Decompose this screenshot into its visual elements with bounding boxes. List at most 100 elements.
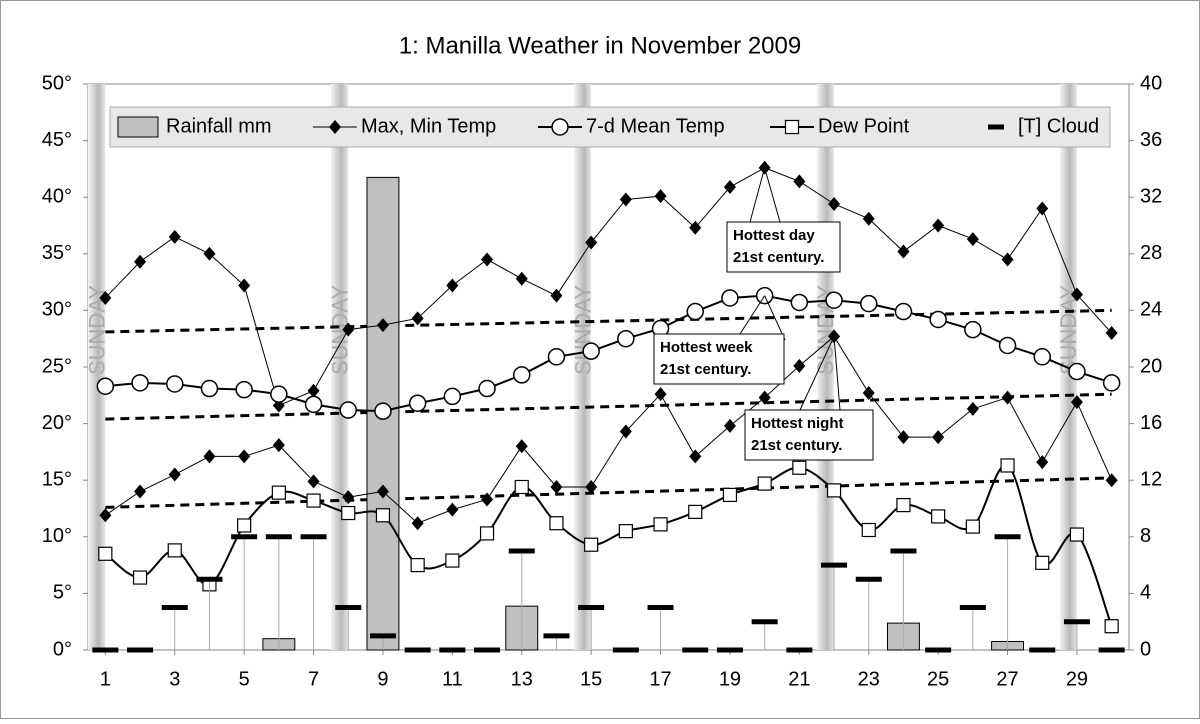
diamond-marker — [585, 235, 598, 250]
square-marker — [965, 519, 980, 534]
circle-marker — [929, 310, 947, 329]
diamond-marker — [238, 278, 251, 293]
reference-line — [105, 392, 1112, 421]
diamond-marker — [585, 479, 598, 494]
circle-marker — [96, 377, 115, 395]
legend-swatch — [117, 116, 159, 138]
diamond-marker — [515, 271, 528, 286]
y-tick-label: 45° — [42, 129, 72, 151]
annotation-text: 21st century. — [751, 437, 842, 454]
circle-marker — [582, 342, 600, 360]
annotation-pointer — [833, 336, 841, 411]
y-tick-label: 10° — [42, 525, 72, 547]
circle-marker — [374, 402, 392, 420]
diamond-marker — [307, 474, 320, 489]
y-tick-label: 20° — [42, 412, 72, 434]
diamond-marker — [481, 252, 494, 267]
x-tick-label: 17 — [649, 668, 671, 690]
circle-marker — [547, 348, 566, 366]
legend-label: [T] Cloud — [1018, 115, 1099, 137]
legend-label: Dew Point — [818, 115, 910, 137]
diamond-marker — [329, 120, 341, 134]
y2-tick-label: 12 — [1140, 468, 1162, 490]
diamond-marker — [966, 232, 979, 247]
reference-line — [105, 476, 1112, 509]
square-marker — [757, 476, 772, 491]
diamond-marker — [862, 386, 875, 401]
x-tick-label: 5 — [239, 668, 250, 690]
square-marker — [688, 504, 703, 519]
diamond-marker — [932, 218, 945, 233]
circle-marker — [860, 294, 878, 313]
x-tick-label: 9 — [377, 668, 388, 690]
square-marker — [167, 543, 182, 558]
circle-marker — [551, 118, 569, 136]
diamond-marker — [932, 430, 945, 445]
diamond-marker — [446, 278, 459, 293]
square-marker — [445, 553, 460, 568]
y-tick-label: 5° — [53, 582, 72, 604]
circle-marker — [478, 379, 496, 398]
annotation-pointer — [764, 167, 781, 223]
diamond-marker — [446, 502, 459, 517]
diamond-marker — [168, 467, 181, 482]
x-tick-label: 7 — [308, 668, 319, 690]
y2-tick-label: 20 — [1140, 355, 1162, 377]
annotation-text: Hottest day — [733, 227, 815, 244]
y2-tick-label: 24 — [1140, 299, 1162, 321]
diamond-marker — [1036, 455, 1049, 470]
square-marker — [722, 487, 738, 503]
diamond-marker — [897, 244, 910, 259]
y-tick-label: 15° — [42, 468, 72, 490]
diamond-marker — [619, 424, 632, 439]
diamond-marker — [272, 438, 285, 453]
diamond-marker — [1105, 326, 1118, 341]
sunday-band — [573, 84, 592, 650]
circle-marker — [998, 336, 1017, 355]
annotation-text: Hottest week — [660, 339, 753, 356]
circle-marker — [166, 375, 184, 393]
annotation-pointer — [739, 295, 766, 335]
square-marker — [931, 509, 946, 524]
x-tick-label: 27 — [996, 668, 1018, 690]
x-tick-label: 13 — [511, 668, 533, 690]
diamond-marker — [828, 196, 841, 211]
diamond-marker — [550, 479, 563, 494]
diamond-marker — [550, 288, 563, 303]
sunday-label: SUNDAY — [570, 285, 595, 375]
diamond-marker — [168, 229, 181, 244]
circle-marker — [270, 385, 288, 403]
x-tick-label: 19 — [719, 668, 741, 690]
y-tick-label: 50° — [42, 72, 72, 94]
circle-marker — [617, 329, 635, 348]
diamond-marker — [203, 246, 216, 261]
diamond-marker — [897, 430, 910, 445]
y2-tick-label: 4 — [1140, 582, 1151, 604]
square-marker — [549, 516, 564, 531]
circle-marker — [894, 302, 913, 321]
square-marker — [237, 518, 252, 533]
annotation-box — [653, 333, 785, 385]
circle-marker — [131, 374, 149, 392]
diamond-marker — [1070, 287, 1083, 302]
square-marker — [826, 483, 842, 498]
x-tick-label: 15 — [580, 668, 602, 690]
diamond-marker — [99, 508, 112, 523]
y-tick-label: 35° — [42, 242, 72, 264]
annotation-pointer — [749, 167, 766, 223]
square-marker — [1000, 458, 1015, 473]
x-tick-label: 11 — [442, 668, 463, 690]
annotation-pointer — [799, 336, 835, 411]
square-marker — [341, 505, 356, 521]
diamond-marker — [342, 322, 355, 337]
temp-line — [104, 167, 1113, 407]
diamond-marker — [411, 516, 424, 531]
annotation-box — [726, 221, 841, 273]
x-tick-label: 23 — [858, 668, 880, 690]
square-marker — [98, 546, 113, 561]
y2-tick-label: 0 — [1140, 638, 1151, 660]
y2-tick-label: 28 — [1140, 242, 1162, 264]
y-tick-label: 0° — [53, 638, 72, 660]
circle-marker — [408, 394, 427, 412]
y-tick-label: 30° — [42, 299, 72, 321]
